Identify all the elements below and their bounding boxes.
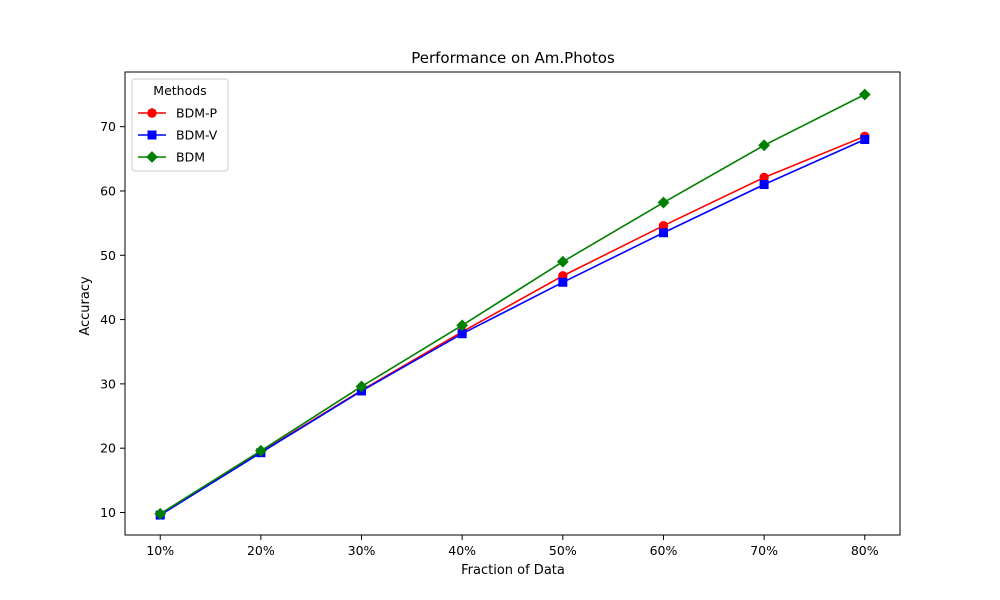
plot-frame [124,71,901,536]
data-point [860,135,870,145]
x-tick-label: 10% [146,543,174,558]
data-point [758,139,771,152]
x-tick-label: 80% [851,543,879,558]
series-bdm-v [155,135,870,520]
legend-item: BDM [138,150,205,165]
data-point [759,180,769,190]
data-point [858,88,871,101]
legend-label: BDM [176,150,205,165]
series-line [159,135,866,516]
x-tick-label: 30% [348,543,376,558]
x-tick-label: 20% [247,543,275,558]
data-point [657,196,670,209]
data-point [456,319,469,332]
x-tick-label: 50% [549,543,577,558]
y-tick-label: 70 [100,119,116,134]
legend-marker [146,151,158,163]
y-tick-label: 10 [100,505,116,520]
plot-series [154,88,871,520]
y-tick-label: 60 [100,183,116,198]
data-point [355,380,368,393]
legend-title: Methods [153,83,206,98]
legend-marker [147,130,157,140]
legend-label: BDM-P [176,106,217,121]
y-tick-label: 20 [100,441,116,456]
axis-ticks: 10% 20% 30% 40% 50% 60% 70% 80% 10 20 30 40 50 60 70 [100,119,879,558]
legend-label: BDM-V [176,128,218,143]
legend-item: BDM-V [138,128,218,143]
x-tick-label: 40% [448,543,476,558]
data-point [556,255,569,268]
x-tick-label: 70% [750,543,778,558]
series-bdm [154,88,871,520]
data-point [154,507,167,520]
chart-title: Performance on Am.Photos [411,49,615,67]
series-line [159,93,866,515]
legend-marker [147,108,157,118]
y-axis-label: Accuracy [78,276,93,336]
legend: Methods BDM-P BDM-V BDM [131,78,229,172]
data-point [558,277,568,287]
series-line [159,138,866,516]
data-point [254,444,267,457]
legend-box [131,78,229,172]
x-tick-label: 60% [650,543,678,558]
series-bdm-p [155,131,870,520]
x-axis-label: Fraction of Data [461,563,565,578]
y-tick-label: 40 [100,312,116,327]
legend-item: BDM-P [138,106,217,121]
y-tick-label: 30 [100,376,116,391]
y-tick-label: 50 [100,248,116,263]
data-point [658,228,668,238]
